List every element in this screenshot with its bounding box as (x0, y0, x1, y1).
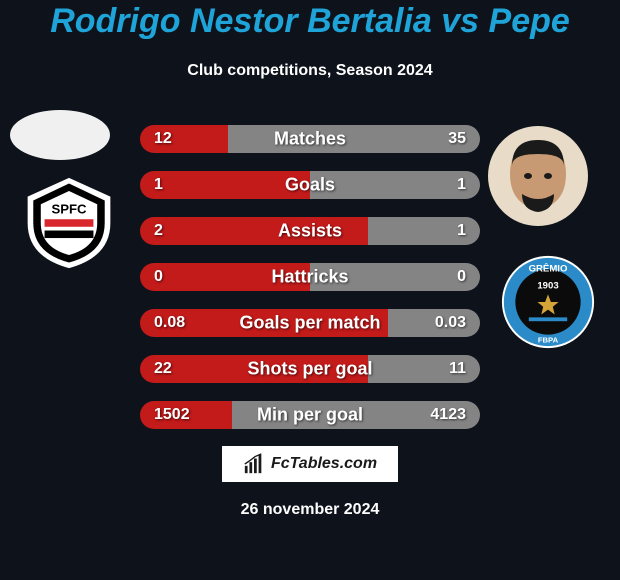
stat-row: Min per goal15024123 (140, 401, 480, 429)
stat-row: Hattricks00 (140, 263, 480, 291)
club-right-crest: GRÊMIO FBPA 1903 (500, 254, 596, 350)
stat-bar-right (368, 217, 480, 245)
avatar-art (488, 126, 588, 226)
stat-row: Matches1235 (140, 125, 480, 153)
stat-bar-left (140, 217, 368, 245)
crest-team-name: GRÊMIO (529, 262, 568, 274)
chart-icon (243, 453, 265, 475)
stat-bar-right (232, 401, 480, 429)
crest-stripe-1 (529, 317, 567, 321)
crest-year: 1903 (537, 281, 558, 292)
stat-bar-left (140, 125, 228, 153)
crest-stripe-2 (529, 323, 567, 327)
club-left-crest: SPFC (22, 176, 116, 270)
stat-row: Assists21 (140, 217, 480, 245)
crest-red-stripe (45, 219, 94, 227)
stat-bar-right (310, 171, 480, 199)
page-subtitle: Club competitions, Season 2024 (0, 62, 620, 80)
stat-row: Shots per goal2211 (140, 355, 480, 383)
stat-bar-left (140, 263, 310, 291)
player-right-avatar (488, 126, 588, 226)
comparison-infographic: Rodrigo Nestor Bertalia vs Pepe Club com… (0, 0, 620, 580)
watermark-text: FcTables.com (271, 455, 377, 473)
crest-subtext: FBPA (538, 335, 559, 344)
crest-black-stripe (45, 231, 94, 239)
crest-text: SPFC (51, 202, 87, 217)
player-left-avatar (10, 110, 110, 160)
watermark: FcTables.com (222, 446, 398, 482)
stat-bar-left (140, 309, 388, 337)
stats-bars: Matches1235 Goals11 Assists21 Hattricks00 Go… (140, 125, 480, 447)
stat-bar-right (228, 125, 480, 153)
stat-bar-right (310, 263, 480, 291)
stat-row: Goals per match0.080.03 (140, 309, 480, 337)
stat-bar-left (140, 171, 310, 199)
stat-row: Goals11 (140, 171, 480, 199)
date-line: 26 november 2024 (0, 501, 620, 519)
stat-bar-right (368, 355, 480, 383)
page-title: Rodrigo Nestor Bertalia vs Pepe (0, 2, 620, 41)
stat-bar-left (140, 401, 232, 429)
stat-bar-left (140, 355, 368, 383)
stat-bar-right (388, 309, 480, 337)
